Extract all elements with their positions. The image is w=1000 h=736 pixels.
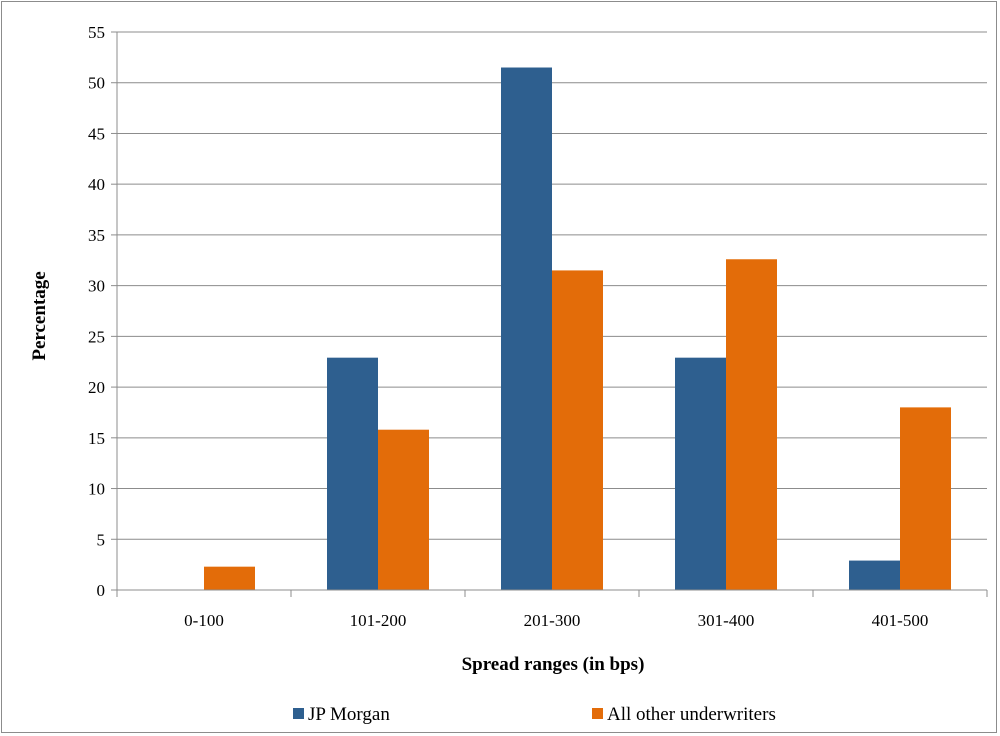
- y-tick-label: 25: [88, 327, 105, 346]
- y-tick-label: 45: [88, 124, 105, 143]
- y-tick-label: 40: [88, 175, 105, 194]
- y-tick-label: 10: [88, 480, 105, 499]
- y-axis-title: Percentage: [29, 271, 50, 360]
- x-tick-label: 301-400: [698, 611, 755, 630]
- bar-other-underwriters-201-300: [552, 270, 603, 590]
- y-tick-label: 35: [88, 226, 105, 245]
- bar-jp-morgan-201-300: [501, 67, 552, 590]
- y-tick-label: 20: [88, 378, 105, 397]
- x-tick-label: 401-500: [872, 611, 929, 630]
- bar-jp-morgan-401-500: [849, 560, 900, 590]
- axes: [116, 32, 988, 597]
- bars: [204, 67, 951, 590]
- x-tick-label: 101-200: [350, 611, 407, 630]
- y-tick-label: 5: [97, 530, 106, 549]
- bar-other-underwriters-101-200: [378, 429, 429, 590]
- y-tick-labels: 0 5 10 15 20 25 30 35 40 45 50 55: [88, 23, 105, 600]
- bar-jp-morgan-101-200: [327, 357, 378, 590]
- legend-item-jp-morgan: JP Morgan: [293, 704, 390, 725]
- legend-item-other-underwriters: All other underwriters: [592, 704, 776, 725]
- legend-label: All other underwriters: [607, 704, 776, 725]
- bar-jp-morgan-301-400: [675, 357, 726, 590]
- x-tick-label: 201-300: [524, 611, 581, 630]
- legend-swatch: [592, 708, 603, 719]
- y-tick-label: 50: [88, 74, 105, 93]
- y-tick-label: 55: [88, 23, 105, 42]
- bar-other-underwriters-0-100: [204, 566, 255, 590]
- legend-swatch: [293, 708, 304, 719]
- x-tick-label: 0-100: [184, 611, 224, 630]
- y-tick-label: 30: [88, 277, 105, 296]
- y-tick-label: 0: [97, 581, 106, 600]
- bar-other-underwriters-401-500: [900, 407, 951, 590]
- x-axis-title: Spread ranges (in bps): [462, 654, 645, 675]
- legend: JP Morgan All other underwriters: [293, 704, 776, 725]
- bar-other-underwriters-301-400: [726, 259, 777, 590]
- legend-label: JP Morgan: [308, 704, 390, 725]
- y-tick-label: 15: [88, 429, 105, 448]
- x-tick-labels: 0-100 101-200 201-300 301-400 401-500: [184, 611, 928, 630]
